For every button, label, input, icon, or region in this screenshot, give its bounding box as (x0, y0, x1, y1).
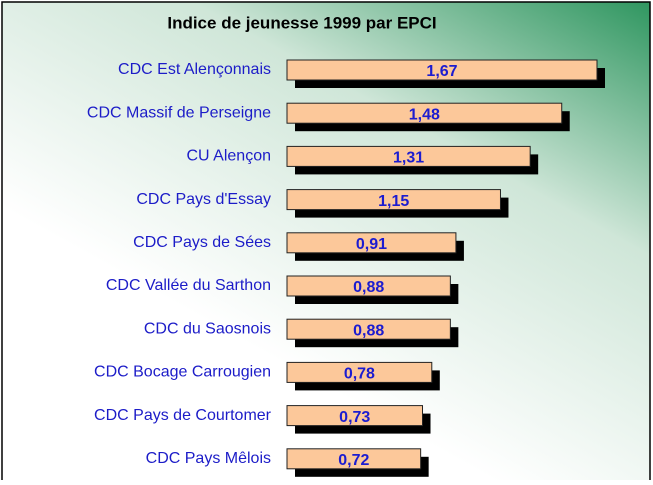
value-label: 0,88 (353, 279, 384, 296)
chart-title: Indice de jeunesse 1999 par EPCI (167, 13, 436, 32)
bar (286, 145, 531, 167)
value-label: 0,88 (353, 322, 384, 339)
bar (286, 189, 501, 211)
bar (286, 318, 451, 340)
value-label: 1,48 (409, 106, 440, 123)
category-label: CDC Pays Mêlois (146, 450, 271, 467)
bar (286, 448, 422, 470)
bar (286, 361, 433, 383)
value-label: 1,31 (393, 150, 424, 167)
category-label: CU Alençon (187, 148, 272, 165)
category-label: CDC Vallée du Sarthon (106, 277, 271, 294)
category-label: CDC Massif de Perseigne (87, 104, 271, 121)
category-label: CDC du Saosnois (144, 320, 271, 337)
category-label: CDC Est Alençonnais (118, 61, 271, 78)
value-label: 0,91 (356, 236, 387, 253)
category-label: CDC Bocage Carrougien (94, 364, 271, 381)
category-label: CDC Pays d'Essay (136, 191, 271, 208)
value-label: 0,78 (344, 366, 375, 383)
value-label: 1,15 (378, 193, 409, 210)
bar (286, 275, 451, 297)
bar (286, 232, 457, 254)
value-label: 1,67 (426, 63, 457, 80)
category-label: CDC Pays de Sées (133, 234, 271, 251)
value-label: 0,72 (338, 452, 369, 469)
bar (286, 102, 563, 124)
category-label: CDC Pays de Courtomer (94, 407, 272, 424)
value-label: 0,73 (339, 409, 370, 426)
bar (286, 405, 424, 427)
bar (286, 59, 598, 81)
